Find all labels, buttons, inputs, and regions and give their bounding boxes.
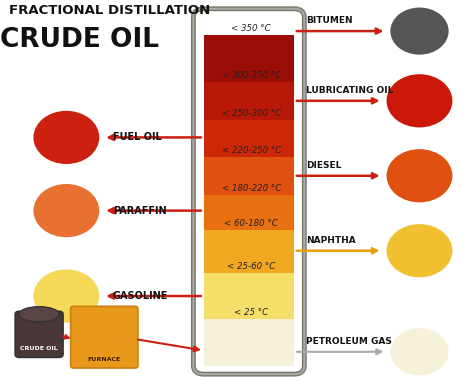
Circle shape [34,185,99,237]
FancyBboxPatch shape [71,306,138,368]
Text: < 300-350 °C: < 300-350 °C [221,71,281,80]
Text: < 180-220 °C: < 180-220 °C [221,184,281,193]
Bar [204,157,294,195]
Circle shape [34,270,99,322]
Text: GASOLINE: GASOLINE [113,291,168,301]
Circle shape [34,112,99,163]
Text: FRACTIONAL DISTILLATION: FRACTIONAL DISTILLATION [9,4,211,17]
Text: < 220-250 °C: < 220-250 °C [221,146,281,155]
Text: FUEL OIL: FUEL OIL [113,133,162,142]
Circle shape [391,329,448,375]
Text: < 25-60 °C: < 25-60 °C [227,263,275,272]
Text: BITUMEN: BITUMEN [306,16,352,26]
Bar [204,195,294,230]
Text: LUBRICATING OIL: LUBRICATING OIL [306,86,393,95]
Text: PARAFFIN: PARAFFIN [113,206,166,216]
Bar [204,230,294,274]
FancyBboxPatch shape [15,311,63,357]
Text: < 250-300 °C: < 250-300 °C [221,109,281,118]
Text: CRUDE OIL: CRUDE OIL [20,346,58,351]
Circle shape [387,75,452,127]
Text: < 350 °C: < 350 °C [231,24,271,33]
Text: DIESEL: DIESEL [306,161,341,170]
Circle shape [387,150,452,202]
Text: < 60-180 °C: < 60-180 °C [224,219,278,228]
Text: FURNACE: FURNACE [88,357,121,362]
Text: CRUDE OIL: CRUDE OIL [0,27,159,53]
Bar [204,274,294,319]
Text: PETROLEUM GAS: PETROLEUM GAS [306,337,392,346]
Text: NAPHTHA: NAPHTHA [306,236,356,245]
Circle shape [387,225,452,277]
Bar [204,319,294,366]
Bar [204,35,294,82]
Circle shape [391,8,448,54]
Text: < 25 °C: < 25 °C [234,308,268,317]
Bar [204,120,294,157]
Ellipse shape [19,307,59,322]
Bar [204,82,294,120]
